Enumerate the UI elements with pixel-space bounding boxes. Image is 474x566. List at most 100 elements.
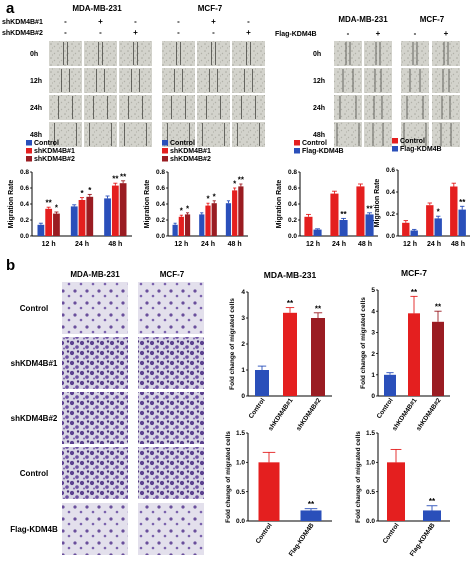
significance-mark: * bbox=[180, 207, 184, 216]
scratch-image bbox=[432, 122, 460, 147]
transwell-image bbox=[62, 503, 128, 555]
panel-label-b: b bbox=[6, 257, 15, 274]
scratch-image bbox=[162, 95, 195, 120]
x-tick-label: shKDM4B#2 bbox=[295, 397, 323, 432]
legend-label: Flag-KDM4B bbox=[400, 146, 442, 153]
y-tick-label: 0.8 bbox=[20, 169, 29, 176]
y-tick-label: 1 bbox=[241, 367, 245, 374]
significance-mark: ** bbox=[411, 288, 418, 297]
x-tick-label: 12 h bbox=[403, 241, 417, 248]
bar bbox=[184, 214, 191, 236]
x-tick-label: Control bbox=[248, 397, 267, 420]
legend-swatch bbox=[26, 156, 32, 162]
y-axis-label: Migration Rate bbox=[276, 180, 283, 229]
bar bbox=[225, 203, 232, 236]
bar bbox=[111, 185, 119, 236]
significance-mark: * bbox=[80, 189, 84, 198]
significance-mark: ** bbox=[287, 299, 294, 308]
y-axis-label: Migration Rate bbox=[374, 179, 381, 228]
transwell-image bbox=[62, 337, 128, 389]
chart: 0.0 0.2 0.4 0.6 0.8 Migration Rate 12 h ** 24 h *… bbox=[276, 140, 378, 248]
y-tick-label: 0.4 bbox=[288, 201, 297, 208]
x-tick-label: shKDM4B#1 bbox=[391, 397, 419, 432]
scratch-image bbox=[49, 41, 82, 66]
scratch-image bbox=[197, 122, 230, 147]
scratch-image bbox=[232, 95, 265, 120]
legend-swatch bbox=[392, 146, 398, 152]
bar bbox=[330, 193, 339, 236]
bar bbox=[365, 214, 374, 236]
legend-label: Control bbox=[400, 138, 425, 145]
treatment-sign: - bbox=[134, 17, 137, 26]
treatment-sign: + bbox=[211, 17, 216, 26]
chart: 0 1 2 3 4 5 Fold change of migrated cells MCF-7… bbox=[360, 268, 450, 432]
significance-mark: * bbox=[88, 186, 92, 195]
x-tick-label: 12 h bbox=[174, 241, 188, 248]
y-axis-label: Fold change of migrated cells bbox=[360, 297, 367, 389]
treatment-sign: + bbox=[98, 17, 103, 26]
condition-label: Flag-KDM4B bbox=[10, 525, 58, 534]
scratch-assay-overexpression: MDA-MB-231 MCF-7 Flag-KDM4B - + - +0h 12h 24h 48h bbox=[275, 15, 460, 147]
bar bbox=[78, 200, 86, 236]
transwell-image bbox=[62, 282, 128, 334]
treatment-sign: + bbox=[444, 29, 449, 38]
bar bbox=[255, 370, 269, 396]
y-tick-label: 4 bbox=[241, 289, 245, 296]
treatment-sign: - bbox=[212, 28, 215, 37]
scratch-image bbox=[119, 95, 152, 120]
y-tick-label: 0.4 bbox=[386, 189, 395, 196]
x-tick-label: Control bbox=[255, 522, 274, 545]
bar bbox=[70, 206, 78, 236]
y-tick-label: 0.0 bbox=[288, 233, 297, 240]
scratch-image bbox=[401, 41, 429, 66]
y-axis-label: Migration Rate bbox=[8, 180, 15, 229]
y-tick-label: 2 bbox=[371, 351, 375, 358]
bar bbox=[205, 205, 211, 236]
y-tick-label: 0.0 bbox=[366, 518, 375, 525]
scratch-image bbox=[119, 122, 152, 147]
condition-label: shKDM4B#1 bbox=[11, 359, 58, 368]
y-tick-label: 1.5 bbox=[366, 430, 375, 437]
y-tick-label: 0.6 bbox=[156, 185, 165, 192]
significance-mark: * bbox=[437, 208, 441, 217]
legend-swatch bbox=[294, 140, 300, 146]
x-tick-label: Flag-KDM4B bbox=[409, 522, 437, 558]
treatment-label: shKDM4B#1 bbox=[2, 19, 43, 26]
condition-label: shKDM4B#2 bbox=[11, 414, 58, 423]
treatment-sign: - bbox=[64, 17, 67, 26]
y-axis-label: Fold change of migrated cells bbox=[225, 431, 232, 523]
timepoint-label: 0h bbox=[313, 51, 321, 58]
y-tick-label: 2 bbox=[241, 341, 245, 348]
y-tick-label: 0.5 bbox=[366, 489, 375, 496]
bar bbox=[313, 229, 322, 236]
legend-swatch bbox=[26, 148, 32, 154]
bar bbox=[387, 462, 405, 521]
scratch-image bbox=[84, 122, 117, 147]
legend-label: Control bbox=[302, 140, 327, 147]
significance-mark: ** bbox=[308, 500, 315, 509]
timepoint-label: 24h bbox=[313, 105, 325, 112]
y-tick-label: 1 bbox=[371, 372, 375, 379]
scratch-image bbox=[334, 41, 362, 66]
bar bbox=[211, 203, 217, 236]
legend-swatch bbox=[162, 148, 168, 154]
y-tick-label: 0 bbox=[371, 393, 375, 400]
x-tick-label: Control bbox=[376, 397, 395, 420]
scratch-image bbox=[232, 122, 265, 147]
y-tick-label: 0.4 bbox=[156, 201, 165, 208]
bar bbox=[283, 312, 297, 396]
bar bbox=[238, 186, 244, 236]
scratch-image bbox=[49, 68, 82, 93]
transwell-image bbox=[138, 392, 204, 444]
x-tick-label: 24 h bbox=[332, 241, 346, 248]
y-axis-label: Fold change of migrated cells bbox=[355, 431, 362, 523]
x-tick-label: 12 h bbox=[306, 241, 320, 248]
y-tick-label: 3 bbox=[241, 315, 245, 322]
y-tick-label: 1.0 bbox=[236, 460, 245, 467]
condition-label: Control bbox=[20, 304, 48, 313]
bar bbox=[450, 186, 458, 236]
scratch-image bbox=[432, 41, 460, 66]
timepoint-label: 12h bbox=[313, 78, 325, 85]
